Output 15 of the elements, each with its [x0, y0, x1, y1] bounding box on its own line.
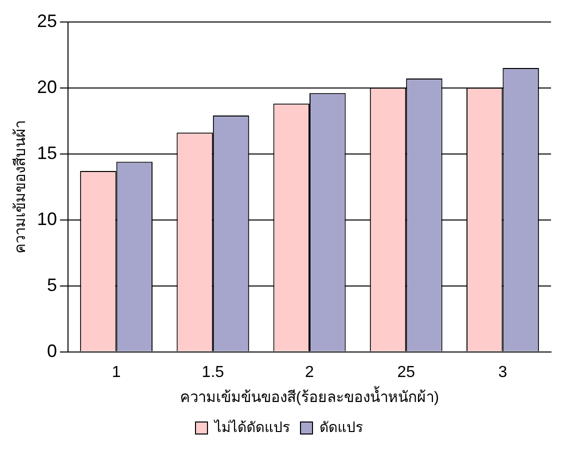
x-tick-label: 1.5	[202, 364, 224, 381]
y-axis-title: ความเข้มของสีบนผ้า	[12, 120, 30, 254]
x-tick-label: 3	[498, 364, 508, 381]
y-tick-label: 0	[47, 340, 58, 361]
y-tick-label: 25	[36, 10, 58, 31]
y-tick-label: 20	[36, 76, 58, 97]
x-tick-label: 25	[397, 364, 416, 381]
y-tick-label: 5	[47, 274, 58, 295]
legend-label: ไม่ได้ดัดแปร	[214, 418, 290, 435]
legend-label: ดัดแปร	[320, 418, 364, 435]
y-tick-label: 15	[36, 142, 58, 163]
x-tick-label: 2	[305, 364, 314, 381]
y-tick-label: 10	[36, 208, 58, 229]
x-axis-title: ความเข้มข้นของสี(ร้อยละของน้ำหนักผ้า)	[180, 386, 440, 406]
x-tick-label: 1	[112, 364, 121, 381]
